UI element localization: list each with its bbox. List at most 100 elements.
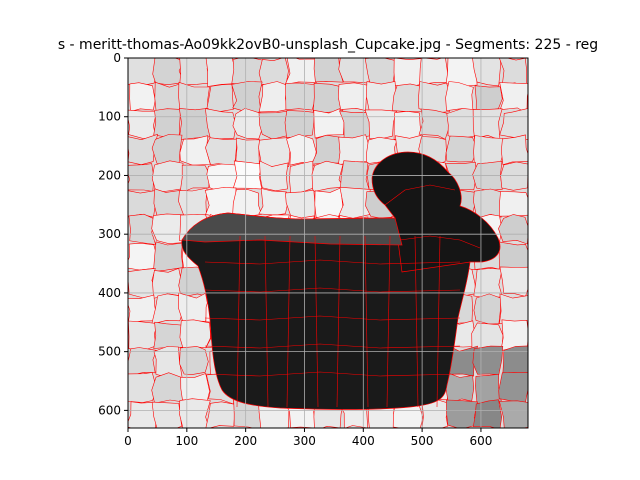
segment-cell bbox=[500, 134, 528, 166]
x-tick-label: 0 bbox=[124, 434, 132, 448]
segment-cell bbox=[128, 372, 158, 403]
segment-cell bbox=[232, 108, 265, 140]
segment-boundary bbox=[204, 287, 461, 293]
segment-boundary bbox=[314, 235, 319, 408]
segment-cell bbox=[152, 58, 185, 86]
segment-cell bbox=[204, 187, 238, 218]
y-tick-label: 400 bbox=[98, 286, 121, 300]
axes-frame bbox=[127, 57, 529, 429]
segment-cell bbox=[151, 213, 184, 245]
segment-cell bbox=[472, 345, 504, 376]
segment-cell bbox=[445, 135, 478, 163]
segment-cell bbox=[421, 399, 451, 428]
segment-cell bbox=[128, 320, 158, 352]
segment-cell bbox=[499, 293, 528, 325]
segment-cell bbox=[446, 399, 478, 428]
segment-cell bbox=[502, 345, 528, 374]
segment-cell bbox=[313, 58, 344, 83]
segment-cell bbox=[337, 82, 371, 111]
segment-boundary bbox=[386, 235, 391, 408]
segment-cell bbox=[498, 241, 528, 271]
segment-cell bbox=[205, 401, 236, 428]
segment-boundary bbox=[364, 235, 369, 408]
segment-cell bbox=[393, 110, 422, 141]
segment-cell bbox=[153, 108, 181, 138]
segment-boundary bbox=[399, 235, 481, 249]
segment-cell bbox=[128, 347, 157, 377]
segment-boundary bbox=[264, 235, 269, 408]
x-tick-label: 600 bbox=[469, 434, 492, 448]
segment-cell bbox=[419, 58, 450, 85]
segment-cell bbox=[179, 58, 211, 86]
segment-cell bbox=[151, 160, 185, 194]
segment-boundary bbox=[204, 343, 461, 349]
segment-boundary bbox=[204, 259, 461, 265]
segment-boundary bbox=[204, 315, 461, 321]
segment-cell bbox=[205, 108, 237, 140]
segment-cell bbox=[314, 187, 344, 218]
y-tick-label: 500 bbox=[98, 345, 121, 359]
segment-boundary bbox=[336, 235, 341, 408]
wrapper-rim-region bbox=[181, 212, 403, 246]
segment-cell bbox=[258, 110, 290, 140]
segment-cell bbox=[285, 82, 316, 111]
segment-cell bbox=[498, 191, 528, 217]
segment-cell bbox=[258, 137, 291, 168]
x-tick-label: 100 bbox=[175, 434, 198, 448]
segment-cell bbox=[231, 81, 263, 114]
segment-cell bbox=[418, 81, 452, 114]
y-tick-label: 600 bbox=[98, 403, 121, 417]
segment-cell bbox=[472, 58, 502, 87]
segment-cell bbox=[232, 160, 264, 190]
segment-cell bbox=[338, 134, 371, 166]
segment-cell bbox=[312, 82, 344, 113]
segment-cell bbox=[128, 109, 157, 140]
segment-boundary bbox=[236, 235, 241, 408]
segment-cell bbox=[445, 372, 475, 405]
segment-cell bbox=[153, 321, 184, 349]
segment-cell bbox=[313, 108, 345, 139]
y-tick-label: 0 bbox=[113, 51, 121, 65]
segment-cell bbox=[151, 401, 183, 428]
segment-boundary bbox=[414, 235, 419, 408]
segment-cell bbox=[179, 135, 211, 166]
cupcake-top-region bbox=[371, 151, 501, 273]
segment-cell bbox=[154, 81, 183, 114]
grid-lines bbox=[128, 58, 528, 428]
segment-cell bbox=[205, 137, 238, 167]
segment-cell bbox=[128, 133, 158, 166]
segment-cell bbox=[289, 160, 314, 194]
segment-cell bbox=[179, 164, 210, 194]
x-tick-label: 500 bbox=[411, 434, 434, 448]
y-tick-label: 100 bbox=[98, 110, 121, 124]
x-axis: 0 100 200 300 400 500 600 bbox=[124, 428, 492, 448]
segment-cell bbox=[151, 293, 184, 325]
segment-cell bbox=[500, 161, 528, 191]
segment-boundary bbox=[384, 184, 456, 206]
segment-cell bbox=[151, 372, 184, 404]
segment-cell bbox=[498, 214, 528, 245]
segment-cell bbox=[446, 108, 476, 140]
segment-cell bbox=[128, 242, 158, 271]
segment-cell bbox=[473, 267, 503, 299]
segment-cell bbox=[128, 58, 158, 86]
segment-cell bbox=[179, 319, 211, 351]
segment-cell bbox=[499, 400, 528, 428]
segment-cell bbox=[128, 189, 158, 218]
x-tick-label: 200 bbox=[234, 434, 257, 448]
segment-cell bbox=[338, 186, 371, 219]
segment-cell bbox=[178, 292, 209, 324]
segment-boundaries bbox=[204, 184, 481, 408]
segment-boundary bbox=[204, 371, 461, 377]
segment-boundary bbox=[436, 235, 441, 408]
cupcake-regions bbox=[181, 151, 501, 410]
segment-cell bbox=[258, 188, 288, 216]
segment-cell bbox=[284, 110, 316, 139]
segment-cell bbox=[153, 241, 184, 273]
y-tick-label: 300 bbox=[98, 227, 121, 241]
segment-cell bbox=[391, 83, 423, 112]
segment-cell bbox=[445, 81, 474, 112]
segment-cell bbox=[258, 81, 288, 113]
segment-cell bbox=[128, 163, 155, 192]
plot-area bbox=[128, 58, 528, 428]
